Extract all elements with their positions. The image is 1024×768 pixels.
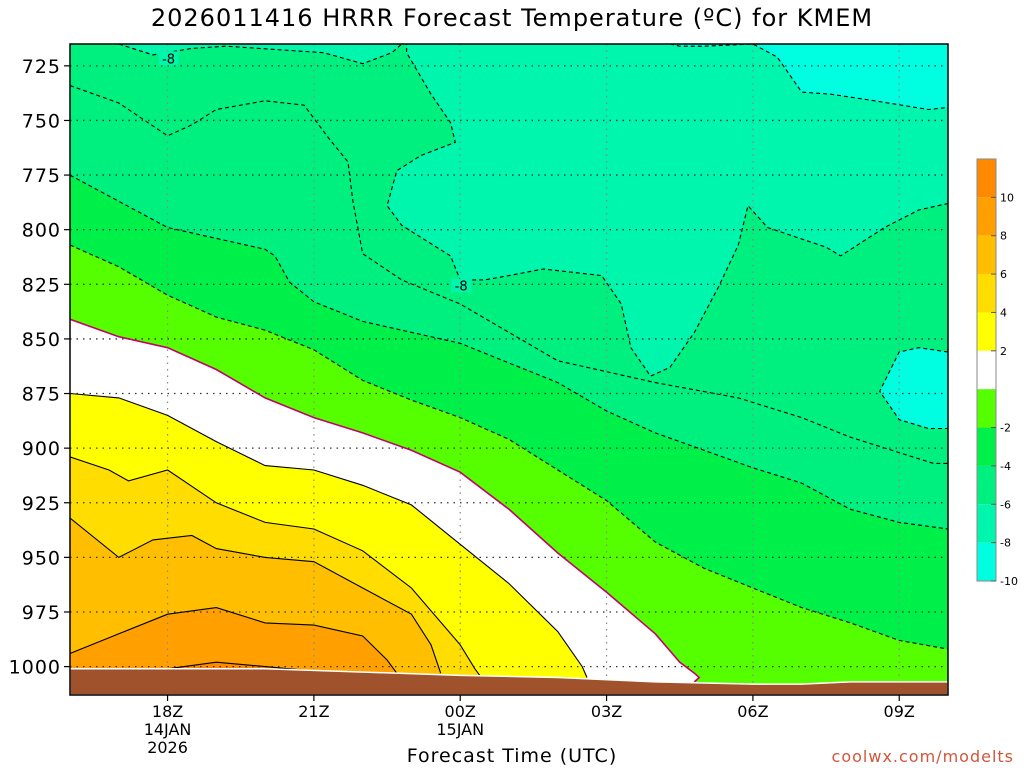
colorbar-tick-label: -8 xyxy=(1000,537,1011,550)
contour-line--2 xyxy=(70,244,948,650)
x-tick-label: 06Z xyxy=(737,702,768,721)
colorbar-tick-label: 10 xyxy=(1000,191,1014,204)
plot-frame xyxy=(69,43,949,696)
contour-label-bg xyxy=(451,278,472,293)
colorbar-band xyxy=(977,389,996,428)
colorbar-band xyxy=(977,542,996,581)
contour-line--10 xyxy=(879,347,948,430)
colorbar-tick-label: 8 xyxy=(1000,230,1007,243)
contour-label-bg xyxy=(158,51,179,66)
y-tick-label: 1000 xyxy=(9,657,61,679)
colorbar-tick-label: 6 xyxy=(1000,268,1007,281)
contour-line--6 xyxy=(70,84,948,464)
y-tick-label: 750 xyxy=(22,110,61,132)
colorbar-tick-label: -10 xyxy=(1000,575,1018,588)
band-fill-cold-0 xyxy=(669,44,948,110)
contour-label: -8 xyxy=(455,279,468,294)
colorbar-band xyxy=(977,235,996,275)
x-axis-label: Forecast Time (UTC) xyxy=(406,745,618,767)
y-tick-label: 875 xyxy=(22,384,61,406)
colorbar-band xyxy=(977,197,996,236)
y-tick-label: 925 xyxy=(22,493,61,515)
contour-lines: -8 -8 xyxy=(70,44,948,683)
y-tick-label: 725 xyxy=(22,56,61,78)
x-tick-sublabel: 15JAN xyxy=(436,720,484,739)
contour-line-2 xyxy=(70,392,588,678)
colorbar-tick-label: 2 xyxy=(1000,345,1007,358)
contour-line-8 xyxy=(70,607,398,674)
colorbar-band xyxy=(977,504,996,543)
y-tick-label: 975 xyxy=(22,602,61,624)
source-credit: coolwx.com/modelts xyxy=(831,747,1014,766)
colorbar-tick-label: 4 xyxy=(1000,306,1007,319)
colorbar-tick-label: -6 xyxy=(1000,498,1011,511)
colorbar-band xyxy=(977,274,996,313)
colorbar-frame xyxy=(976,158,997,582)
colorbar-band xyxy=(977,312,996,351)
chart-title: 2026011416 HRRR Forecast Temperature (ºC… xyxy=(150,4,874,32)
grid-lines xyxy=(70,44,948,695)
colorbar-tick-label: -4 xyxy=(1000,460,1011,473)
plot-area xyxy=(70,44,948,695)
contour-line--8 xyxy=(70,44,948,377)
contour-line-0 xyxy=(70,318,701,683)
ground-surface xyxy=(70,668,948,695)
colorbar-legend: 10 8 6 4 2 -2 -4 -6 -8 -10 xyxy=(976,158,1018,588)
band-fill-cold-1 xyxy=(879,347,948,429)
x-tick-sublabel: 2026 xyxy=(147,738,188,757)
colorbar-tick-label: -2 xyxy=(1000,422,1011,435)
colorbar-band xyxy=(977,159,996,198)
contour-line-4 xyxy=(70,456,481,676)
colorbar-band xyxy=(977,465,996,505)
x-tick-label: 09Z xyxy=(884,702,915,721)
x-tick-label: 00Z xyxy=(445,702,476,721)
y-tick-label: 800 xyxy=(22,220,61,242)
y-tick-label: 775 xyxy=(22,165,61,187)
contour-label: -8 xyxy=(162,52,175,67)
y-tick-label: 825 xyxy=(22,274,61,296)
y-tick-label: 900 xyxy=(22,438,61,460)
y-tick-label: 950 xyxy=(22,547,61,569)
contour-line--4 xyxy=(70,174,948,530)
y-tick-label: 850 xyxy=(22,329,61,351)
x-tick-label: 18Z xyxy=(152,702,183,721)
x-tick-label: 03Z xyxy=(591,702,622,721)
x-tick-sublabel: 14JAN xyxy=(144,720,192,739)
contour-line-6 xyxy=(70,517,442,674)
colorbar-band xyxy=(977,427,996,466)
y-axis: 725 750 775 800 825 850 875 900 925 950 975 1000 xyxy=(9,56,70,679)
contour-line--10 xyxy=(669,44,948,111)
x-tick-label: 21Z xyxy=(298,702,329,721)
colorbar-band xyxy=(977,350,996,390)
ground-terrain xyxy=(70,668,948,695)
